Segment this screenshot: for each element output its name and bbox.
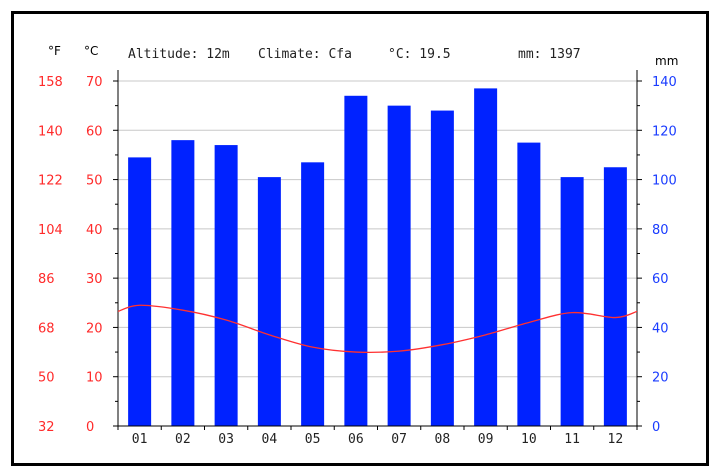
precipitation-bar [344, 95, 368, 427]
month-tick-label: 09 [478, 432, 494, 447]
temperature-curve [117, 304, 638, 354]
mm-tick-label: 100 [652, 174, 677, 189]
celsius-tick-label: 50 [86, 174, 103, 189]
celsius-tick-label: 30 [86, 272, 103, 287]
fahrenheit-tick-label: 68 [38, 321, 55, 336]
precipitation-bar [603, 167, 627, 426]
axes [113, 70, 642, 430]
precipitation-bar [430, 110, 454, 427]
mm-tick-label: 20 [652, 371, 669, 386]
month-tick-label: 02 [175, 432, 191, 447]
month-tick-label: 06 [348, 432, 364, 447]
mm-unit-label: mm [655, 54, 678, 68]
precipitation-bar [128, 157, 152, 426]
celsius-tick-label: 10 [86, 371, 103, 386]
fahrenheit-tick-label: 50 [38, 371, 55, 386]
mean-temp-label: °C: 19.5 [388, 47, 451, 62]
climate-label: Climate: Cfa [258, 47, 352, 62]
month-tick-label: 05 [305, 432, 321, 447]
precipitation-bar [171, 140, 195, 426]
precipitation-bar [474, 88, 498, 427]
mm-tick-label: 140 [652, 75, 677, 90]
precipitation-bar [257, 177, 281, 426]
celsius-tick-label: 0 [86, 420, 94, 435]
mm-tick-label: 60 [652, 272, 669, 287]
mm-tick-label: 80 [652, 223, 669, 238]
precipitation-bar [560, 177, 584, 426]
precipitation-bar [301, 162, 325, 427]
temperature-line [117, 304, 638, 354]
month-tick-label: 03 [218, 432, 234, 447]
mm-tick-label: 0 [652, 420, 660, 435]
annual-precip-label: mm: 1397 [518, 47, 581, 62]
precipitation-bar [214, 145, 238, 427]
grid-lines [118, 80, 637, 378]
month-tick-label: 11 [564, 432, 580, 447]
celsius-tick-label: 70 [86, 75, 103, 90]
precipitation-bars [128, 88, 627, 427]
month-tick-label: 01 [132, 432, 148, 447]
fahrenheit-unit-label: °F [48, 44, 61, 58]
fahrenheit-tick-label: 140 [38, 124, 63, 139]
month-tick-label: 07 [391, 432, 407, 447]
month-tick-label: 04 [262, 432, 278, 447]
month-tick-label: 12 [608, 432, 624, 447]
altitude-label: Altitude: 12m [128, 47, 230, 62]
celsius-tick-label: 60 [86, 124, 103, 139]
mm-tick-label: 40 [652, 321, 669, 336]
fahrenheit-tick-label: 122 [38, 174, 63, 189]
fahrenheit-tick-label: 158 [38, 75, 63, 90]
month-tick-label: 08 [435, 432, 451, 447]
celsius-tick-label: 40 [86, 223, 103, 238]
celsius-tick-label: 20 [86, 321, 103, 336]
precipitation-bar [387, 105, 411, 427]
fahrenheit-tick-label: 86 [38, 272, 55, 287]
month-tick-label: 10 [521, 432, 537, 447]
precipitation-bar [517, 142, 541, 426]
fahrenheit-tick-label: 32 [38, 420, 55, 435]
mm-tick-label: 120 [652, 124, 677, 139]
celsius-unit-label: °C [84, 44, 98, 58]
fahrenheit-tick-label: 104 [38, 223, 63, 238]
